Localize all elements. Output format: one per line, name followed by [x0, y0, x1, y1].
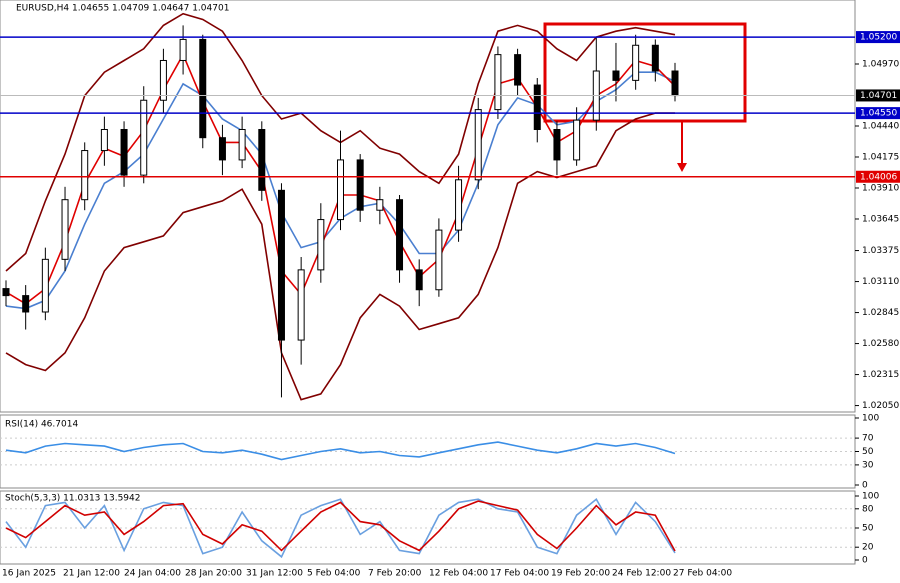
y-tick-label: 1.03110: [862, 277, 899, 287]
rsi-pane: [0, 414, 856, 489]
chart-title: EURUSD,H4 1.04655 1.04709 1.04647 1.0470…: [16, 4, 229, 14]
candle-body: [61, 199, 69, 260]
candle-body: [514, 54, 522, 86]
candle-body: [455, 179, 463, 231]
y-tick-label: 1.04440: [862, 121, 899, 131]
candle-body: [199, 38, 207, 139]
y-tick-label: 70: [862, 434, 874, 444]
y-tick-label: 80: [862, 504, 874, 514]
price-level-label: 1.04006: [860, 172, 897, 182]
candle-body: [494, 54, 502, 111]
y-tick-label: 20: [862, 543, 874, 553]
candle-body: [238, 128, 246, 161]
y-tick-label: 1.02845: [862, 308, 899, 318]
x-tick-label: 16 Jan 2025: [2, 569, 56, 579]
range-box: [543, 22, 747, 123]
candle-body: [22, 295, 30, 313]
y-tick-label: 100: [862, 414, 879, 424]
y-tick-label: 0: [862, 556, 868, 566]
candle-body: [159, 59, 167, 101]
y-tick-label: 1.02315: [862, 370, 899, 380]
candle-body: [396, 199, 404, 271]
candle-body: [435, 229, 443, 291]
y-tick-label: 100: [862, 492, 879, 502]
price-level-tag: [856, 31, 900, 44]
candle-body: [651, 44, 659, 72]
x-tick-label: 24 Feb 12:00: [612, 569, 671, 579]
candle-body: [612, 70, 620, 81]
candle-body: [415, 269, 423, 291]
candle-body: [258, 128, 266, 191]
y-tick-label: 1.02580: [862, 339, 899, 349]
arrow-head: [677, 163, 687, 172]
price-level-label: 1.04550: [860, 109, 897, 119]
y-tick-label: 1.03910: [862, 183, 899, 193]
candle-body: [533, 84, 541, 130]
y-tick-label: 1.02050: [862, 401, 899, 411]
candle-body: [81, 150, 89, 201]
indicator-line: [5, 112, 675, 401]
indicator-line: [5, 500, 676, 552]
candle-body: [474, 109, 482, 181]
candle-body: [553, 128, 561, 161]
x-tick-label: 27 Feb 04:00: [673, 569, 732, 579]
x-tick-label: 7 Feb 20:00: [368, 569, 422, 579]
price-level-label: 1.05200: [860, 33, 897, 43]
indicator-line: [5, 441, 676, 461]
last-price-tag: [856, 89, 900, 102]
y-tick-label: 1.04175: [862, 152, 899, 162]
candle-body: [317, 219, 325, 271]
candle-body: [376, 199, 384, 211]
candle-body: [41, 258, 49, 313]
last-price-label: 1.04701: [860, 91, 897, 101]
x-tick-label: 31 Jan 12:00: [246, 569, 303, 579]
price-level-tag: [856, 170, 900, 183]
candle-body: [277, 189, 285, 341]
rsi-title: RSI(14) 46.7014: [5, 420, 78, 430]
y-tick-label: 50: [862, 447, 874, 457]
y-tick-label: 1.03645: [862, 214, 899, 224]
candle-body: [632, 44, 640, 81]
price-level-tag: [856, 107, 900, 120]
x-tick-label: 17 Feb 04:00: [490, 569, 549, 579]
x-tick-label: 28 Jan 20:00: [185, 569, 242, 579]
x-tick-label: 5 Feb 04:00: [307, 569, 361, 579]
y-tick-label: 30: [862, 460, 874, 470]
candle-body: [356, 159, 364, 211]
y-tick-label: 1.03375: [862, 246, 899, 256]
main-pane: [0, 0, 856, 413]
y-tick-label: 0: [862, 481, 868, 491]
x-tick-label: 24 Jan 04:00: [124, 569, 181, 579]
candle-body: [671, 70, 679, 97]
x-tick-label: 21 Jan 12:00: [63, 569, 120, 579]
stoch-title: Stoch(5,3,3) 11.0313 13.5942: [5, 494, 140, 504]
candle-body: [100, 128, 108, 152]
stoch-pane: [0, 490, 856, 565]
candle-body: [140, 99, 148, 176]
candle-body: [337, 159, 344, 221]
x-tick-label: 12 Feb 04:00: [429, 569, 488, 579]
candle-body: [297, 269, 305, 341]
x-tick-label: 19 Feb 20:00: [551, 569, 610, 579]
candle-body: [2, 288, 10, 297]
y-tick-label: 50: [862, 524, 874, 534]
y-tick-label: 1.04970: [862, 59, 899, 69]
candle-body: [573, 119, 581, 161]
candle-body: [120, 128, 128, 176]
candle-body: [218, 137, 226, 161]
candle-body: [179, 38, 187, 61]
